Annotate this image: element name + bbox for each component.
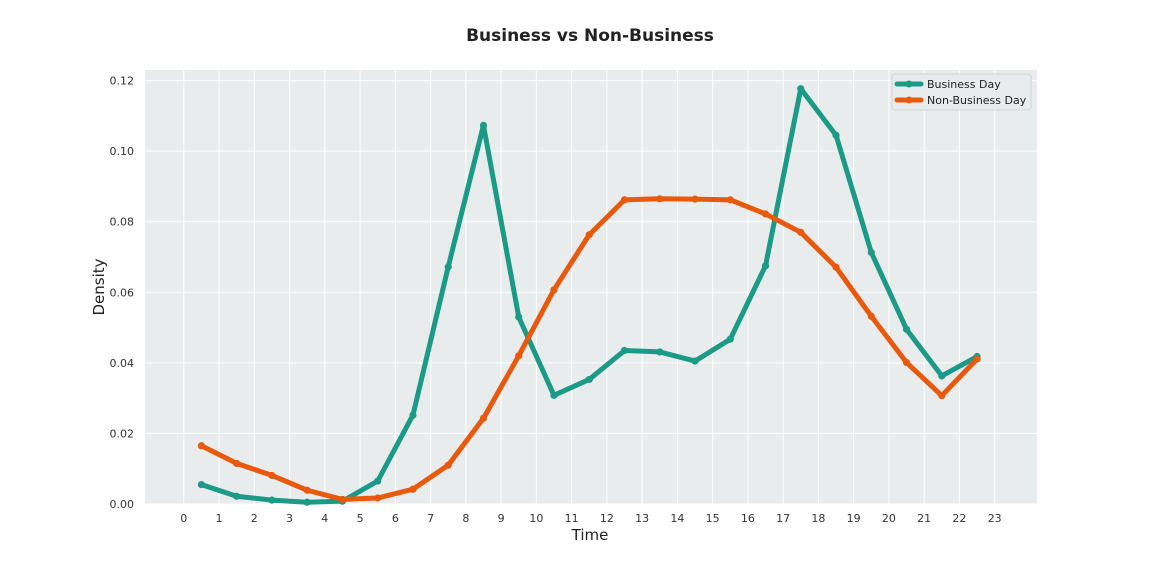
x-tick-label: 16 xyxy=(741,512,755,525)
data-point xyxy=(726,196,734,204)
x-tick-label: 12 xyxy=(600,512,614,525)
data-point xyxy=(832,263,840,271)
x-tick-label: 15 xyxy=(706,512,720,525)
x-axis-label: Time xyxy=(571,526,609,544)
data-point xyxy=(761,262,770,270)
data-point xyxy=(409,485,417,493)
data-point xyxy=(797,228,805,236)
data-point xyxy=(761,210,770,218)
y-tick-label: 0.08 xyxy=(110,216,135,229)
series-non-business-day xyxy=(197,195,981,504)
data-point xyxy=(902,358,911,367)
data-point xyxy=(585,231,593,239)
y-tick-label: 0.10 xyxy=(110,145,135,158)
data-point xyxy=(515,313,523,321)
data-point xyxy=(726,335,734,343)
data-point xyxy=(444,461,452,469)
y-tick-label: 0.04 xyxy=(110,357,135,370)
y-axis-ticks: 0.00 0.02 0.04 0.06 0.08 0.10 0.12 xyxy=(110,75,135,511)
data-point xyxy=(620,196,629,204)
grid xyxy=(145,70,1037,505)
x-tick-label: 1 xyxy=(216,512,223,525)
x-tick-label: 19 xyxy=(847,512,861,525)
data-point xyxy=(444,263,452,271)
data-point xyxy=(656,195,664,203)
data-point xyxy=(656,348,664,356)
x-tick-label: 23 xyxy=(988,512,1002,525)
plot-area xyxy=(145,70,1037,504)
chart-title: Business vs Non-Business xyxy=(466,26,714,46)
x-tick-label: 7 xyxy=(427,512,434,525)
data-point xyxy=(197,480,206,489)
data-point xyxy=(233,459,241,468)
data-point xyxy=(479,121,488,129)
x-tick-label: 21 xyxy=(917,512,931,525)
x-tick-label: 13 xyxy=(635,512,649,525)
data-point xyxy=(268,471,276,480)
data-point xyxy=(233,492,241,500)
data-point xyxy=(691,357,699,365)
data-point xyxy=(938,372,946,380)
series-layer xyxy=(197,85,981,506)
x-tick-label: 22 xyxy=(952,512,966,525)
data-point xyxy=(409,411,417,419)
x-tick-label: 6 xyxy=(392,512,399,525)
x-tick-label: 20 xyxy=(882,512,896,525)
data-point xyxy=(585,375,593,384)
legend-marker xyxy=(905,96,913,104)
x-axis-ticks: 0 1 2 3 4 5 6 7 8 9 10 11 12 13 14 15 16 17 18 19 20 21 22 23 xyxy=(180,512,1001,525)
y-axis-label: Density xyxy=(90,258,108,315)
data-point xyxy=(832,131,840,139)
data-point xyxy=(973,355,981,363)
x-tick-label: 5 xyxy=(357,512,364,525)
y-tick-label: 0.00 xyxy=(110,498,135,511)
data-point xyxy=(479,414,488,422)
data-point xyxy=(374,477,382,485)
x-tick-label: 11 xyxy=(565,512,579,525)
x-tick-label: 17 xyxy=(776,512,790,525)
data-point xyxy=(268,496,276,504)
data-point xyxy=(867,248,875,257)
data-point xyxy=(938,392,946,400)
data-point xyxy=(374,494,382,502)
legend-marker xyxy=(905,80,913,88)
data-point xyxy=(902,325,911,333)
x-tick-label: 14 xyxy=(670,512,684,525)
data-point xyxy=(550,391,558,399)
x-tick-label: 3 xyxy=(286,512,293,525)
x-tick-label: 9 xyxy=(498,512,505,525)
x-tick-label: 18 xyxy=(811,512,825,525)
data-point xyxy=(303,498,311,506)
data-point xyxy=(515,352,523,360)
legend: Business Day Non-Business Day xyxy=(891,73,1032,111)
x-tick-label: 0 xyxy=(180,512,187,525)
y-tick-label: 0.06 xyxy=(110,286,135,299)
y-tick-label: 0.02 xyxy=(110,427,135,440)
data-point xyxy=(197,442,206,450)
legend-label: Business Day xyxy=(927,78,1001,91)
y-tick-label: 0.12 xyxy=(110,75,135,88)
x-tick-label: 8 xyxy=(462,512,469,525)
legend-box xyxy=(891,73,1032,111)
data-point xyxy=(797,85,805,93)
x-tick-label: 10 xyxy=(529,512,543,525)
data-point xyxy=(620,346,629,355)
x-tick-label: 2 xyxy=(251,512,258,525)
x-tick-label: 4 xyxy=(321,512,328,525)
data-point xyxy=(338,495,347,504)
data-point xyxy=(691,195,699,203)
data-point xyxy=(303,486,311,494)
legend-label: Non-Business Day xyxy=(927,94,1027,107)
data-point xyxy=(550,286,558,294)
data-point xyxy=(867,312,875,320)
